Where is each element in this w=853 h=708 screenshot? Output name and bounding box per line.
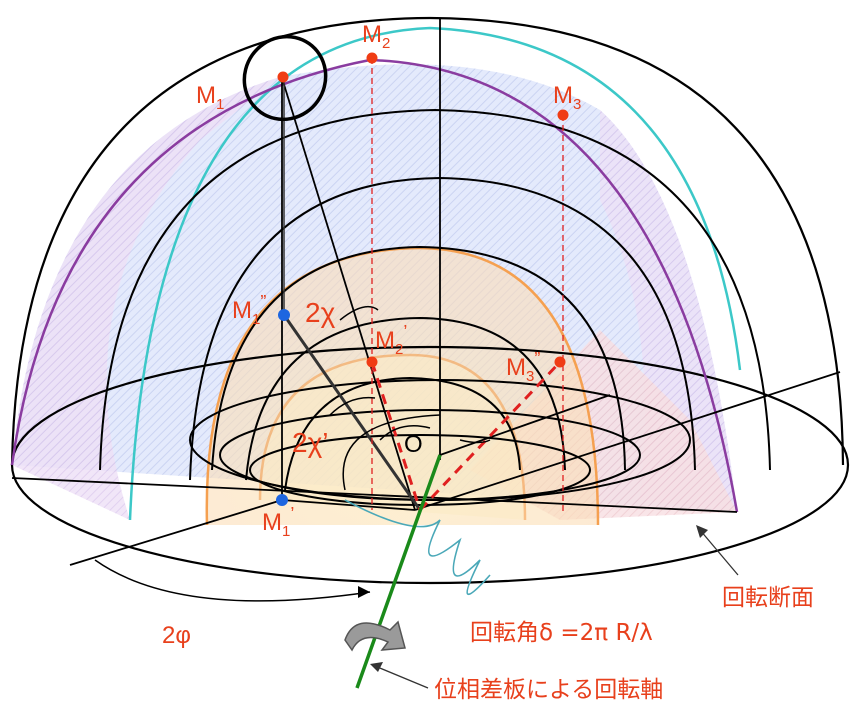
- point-m3: [557, 109, 569, 121]
- angle-arcs: [329, 305, 491, 491]
- label-m1: M1: [196, 82, 224, 113]
- label-rotation-section: 回転断面: [722, 585, 814, 611]
- label-rotation-axis: 位相差板による回転軸: [434, 677, 663, 703]
- cyan-arc: [128, 26, 742, 521]
- axis-pointer-line: [374, 665, 429, 689]
- point-m3-double-prime: [554, 356, 566, 368]
- label-m1-prime: M1’: [262, 504, 294, 540]
- m1pp-line: [282, 314, 422, 511]
- point-m1-double-prime: [278, 309, 290, 321]
- inner-hemispheres: [99, 108, 771, 506]
- rotation-axis-line: [355, 454, 442, 689]
- section-pointer-line: [699, 529, 739, 576]
- point-m1: [277, 71, 289, 83]
- label-m3: M3: [553, 82, 581, 113]
- thin-dashed-verticals: [371, 58, 564, 515]
- helical-wave: [344, 499, 491, 595]
- label-m2: M2: [362, 21, 390, 52]
- rotation-direction-icon: [344, 620, 406, 652]
- point-m2: [366, 52, 378, 64]
- plane-lines: [11, 18, 841, 566]
- axis-pointer-head: [370, 662, 383, 672]
- section-pointer-head: [696, 525, 708, 538]
- point-m2-prime: [366, 356, 378, 368]
- label-two-chi: 2χ: [305, 297, 336, 328]
- label-two-phi: 2φ: [162, 622, 191, 649]
- label-rotation-angle: 回転角δ =2π R/λ: [470, 620, 653, 646]
- label-m1-double-prime: M1”: [232, 292, 266, 328]
- two-phi-arc: [94, 559, 371, 602]
- point-m1-prime: [276, 494, 288, 506]
- label-m3-double-prime: M3”: [506, 349, 540, 385]
- red-dashed-lines: [370, 360, 562, 512]
- m1-circle: [242, 34, 328, 122]
- label-two-chi-prime: 2χ’: [292, 427, 329, 458]
- label-origin: O: [404, 431, 423, 458]
- two-phi-arrowhead: [358, 586, 370, 598]
- label-m2-prime: M2’: [375, 322, 407, 358]
